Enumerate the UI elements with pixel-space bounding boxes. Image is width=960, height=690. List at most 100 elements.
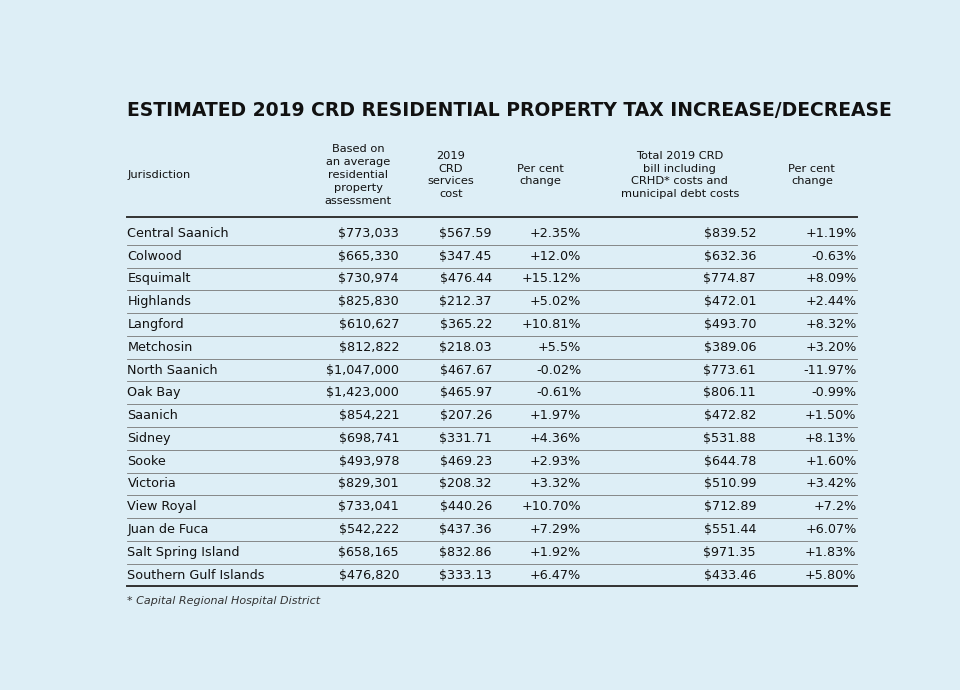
Text: $212.37: $212.37 bbox=[440, 295, 492, 308]
Text: Sidney: Sidney bbox=[128, 432, 171, 445]
Text: Langford: Langford bbox=[128, 318, 184, 331]
Text: $472.82: $472.82 bbox=[704, 409, 756, 422]
Text: $774.87: $774.87 bbox=[704, 273, 756, 286]
Text: $644.78: $644.78 bbox=[704, 455, 756, 468]
Text: $333.13: $333.13 bbox=[440, 569, 492, 582]
Text: Based on
an average
residential
property
assessment: Based on an average residential property… bbox=[324, 144, 392, 206]
Text: $493,978: $493,978 bbox=[339, 455, 399, 468]
Text: $331.71: $331.71 bbox=[440, 432, 492, 445]
Text: Highlands: Highlands bbox=[128, 295, 191, 308]
Text: -0.02%: -0.02% bbox=[536, 364, 581, 377]
Text: $551.44: $551.44 bbox=[704, 523, 756, 536]
Text: +3.42%: +3.42% bbox=[805, 477, 856, 491]
Text: $347.45: $347.45 bbox=[440, 250, 492, 263]
Text: $389.06: $389.06 bbox=[704, 341, 756, 354]
Text: $733,041: $733,041 bbox=[338, 500, 399, 513]
Text: $365.22: $365.22 bbox=[440, 318, 492, 331]
Text: +2.93%: +2.93% bbox=[530, 455, 581, 468]
Text: $1,423,000: $1,423,000 bbox=[326, 386, 399, 400]
Text: Per cent
change: Per cent change bbox=[788, 164, 835, 186]
Text: +3.32%: +3.32% bbox=[530, 477, 581, 491]
Text: +8.09%: +8.09% bbox=[805, 273, 856, 286]
Text: $510.99: $510.99 bbox=[704, 477, 756, 491]
Text: -0.99%: -0.99% bbox=[811, 386, 856, 400]
Text: ESTIMATED 2019 CRD RESIDENTIAL PROPERTY TAX INCREASE/DECREASE: ESTIMATED 2019 CRD RESIDENTIAL PROPERTY … bbox=[128, 101, 892, 120]
Text: $440.26: $440.26 bbox=[440, 500, 492, 513]
Text: Metchosin: Metchosin bbox=[128, 341, 193, 354]
Text: +6.47%: +6.47% bbox=[530, 569, 581, 582]
Text: $632.36: $632.36 bbox=[704, 250, 756, 263]
Text: Colwood: Colwood bbox=[128, 250, 182, 263]
Text: $208.32: $208.32 bbox=[440, 477, 492, 491]
Text: +15.12%: +15.12% bbox=[522, 273, 581, 286]
Text: Esquimalt: Esquimalt bbox=[128, 273, 191, 286]
Text: $658,165: $658,165 bbox=[338, 546, 399, 559]
Text: Juan de Fuca: Juan de Fuca bbox=[128, 523, 209, 536]
Text: $207.26: $207.26 bbox=[440, 409, 492, 422]
Text: $531.88: $531.88 bbox=[704, 432, 756, 445]
Text: $467.67: $467.67 bbox=[440, 364, 492, 377]
Text: Central Saanich: Central Saanich bbox=[128, 227, 229, 240]
Text: View Royal: View Royal bbox=[128, 500, 197, 513]
Text: $493.70: $493.70 bbox=[704, 318, 756, 331]
Text: $730,974: $730,974 bbox=[338, 273, 399, 286]
Text: $476,820: $476,820 bbox=[339, 569, 399, 582]
Text: $472.01: $472.01 bbox=[704, 295, 756, 308]
Text: $773,033: $773,033 bbox=[338, 227, 399, 240]
Text: +7.29%: +7.29% bbox=[530, 523, 581, 536]
Text: +1.19%: +1.19% bbox=[805, 227, 856, 240]
Text: $665,330: $665,330 bbox=[338, 250, 399, 263]
Text: $542,222: $542,222 bbox=[339, 523, 399, 536]
Text: $825,830: $825,830 bbox=[338, 295, 399, 308]
Text: $773.61: $773.61 bbox=[704, 364, 756, 377]
Text: $433.46: $433.46 bbox=[704, 569, 756, 582]
Text: Sooke: Sooke bbox=[128, 455, 166, 468]
Text: +2.44%: +2.44% bbox=[805, 295, 856, 308]
Text: Per cent
change: Per cent change bbox=[516, 164, 564, 186]
Text: Saanich: Saanich bbox=[128, 409, 179, 422]
Text: +2.35%: +2.35% bbox=[530, 227, 581, 240]
Text: +8.13%: +8.13% bbox=[805, 432, 856, 445]
Text: +1.60%: +1.60% bbox=[805, 455, 856, 468]
Text: Jurisdiction: Jurisdiction bbox=[128, 170, 191, 180]
Text: $806.11: $806.11 bbox=[704, 386, 756, 400]
Text: $829,301: $829,301 bbox=[338, 477, 399, 491]
Text: Total 2019 CRD
bill including
CRHD* costs and
municipal debt costs: Total 2019 CRD bill including CRHD* cost… bbox=[621, 151, 739, 199]
Text: 2019
CRD
services
cost: 2019 CRD services cost bbox=[428, 151, 474, 199]
Text: Salt Spring Island: Salt Spring Island bbox=[128, 546, 240, 559]
Text: $712.89: $712.89 bbox=[704, 500, 756, 513]
Text: $832.86: $832.86 bbox=[440, 546, 492, 559]
Text: * Capital Regional Hospital District: * Capital Regional Hospital District bbox=[128, 596, 321, 606]
Text: $971.35: $971.35 bbox=[704, 546, 756, 559]
Text: Oak Bay: Oak Bay bbox=[128, 386, 180, 400]
Text: +6.07%: +6.07% bbox=[805, 523, 856, 536]
Text: +5.02%: +5.02% bbox=[530, 295, 581, 308]
Text: +10.81%: +10.81% bbox=[521, 318, 581, 331]
Text: -0.63%: -0.63% bbox=[811, 250, 856, 263]
Text: $698,741: $698,741 bbox=[339, 432, 399, 445]
Text: North Saanich: North Saanich bbox=[128, 364, 218, 377]
Text: Victoria: Victoria bbox=[128, 477, 177, 491]
Text: Southern Gulf Islands: Southern Gulf Islands bbox=[128, 569, 265, 582]
Text: +1.83%: +1.83% bbox=[805, 546, 856, 559]
Text: $839.52: $839.52 bbox=[704, 227, 756, 240]
Text: +10.70%: +10.70% bbox=[521, 500, 581, 513]
Text: +1.50%: +1.50% bbox=[805, 409, 856, 422]
Text: $476.44: $476.44 bbox=[440, 273, 492, 286]
Text: $610,627: $610,627 bbox=[339, 318, 399, 331]
Text: +12.0%: +12.0% bbox=[530, 250, 581, 263]
Text: +8.32%: +8.32% bbox=[805, 318, 856, 331]
Text: +7.2%: +7.2% bbox=[813, 500, 856, 513]
Text: +3.20%: +3.20% bbox=[805, 341, 856, 354]
Text: $437.36: $437.36 bbox=[440, 523, 492, 536]
Text: +4.36%: +4.36% bbox=[530, 432, 581, 445]
Text: -11.97%: -11.97% bbox=[804, 364, 856, 377]
Text: $567.59: $567.59 bbox=[440, 227, 492, 240]
Text: -0.61%: -0.61% bbox=[536, 386, 581, 400]
Text: $812,822: $812,822 bbox=[339, 341, 399, 354]
Text: $465.97: $465.97 bbox=[440, 386, 492, 400]
Text: +1.97%: +1.97% bbox=[530, 409, 581, 422]
Text: +1.92%: +1.92% bbox=[530, 546, 581, 559]
Text: $469.23: $469.23 bbox=[440, 455, 492, 468]
Text: $1,047,000: $1,047,000 bbox=[326, 364, 399, 377]
